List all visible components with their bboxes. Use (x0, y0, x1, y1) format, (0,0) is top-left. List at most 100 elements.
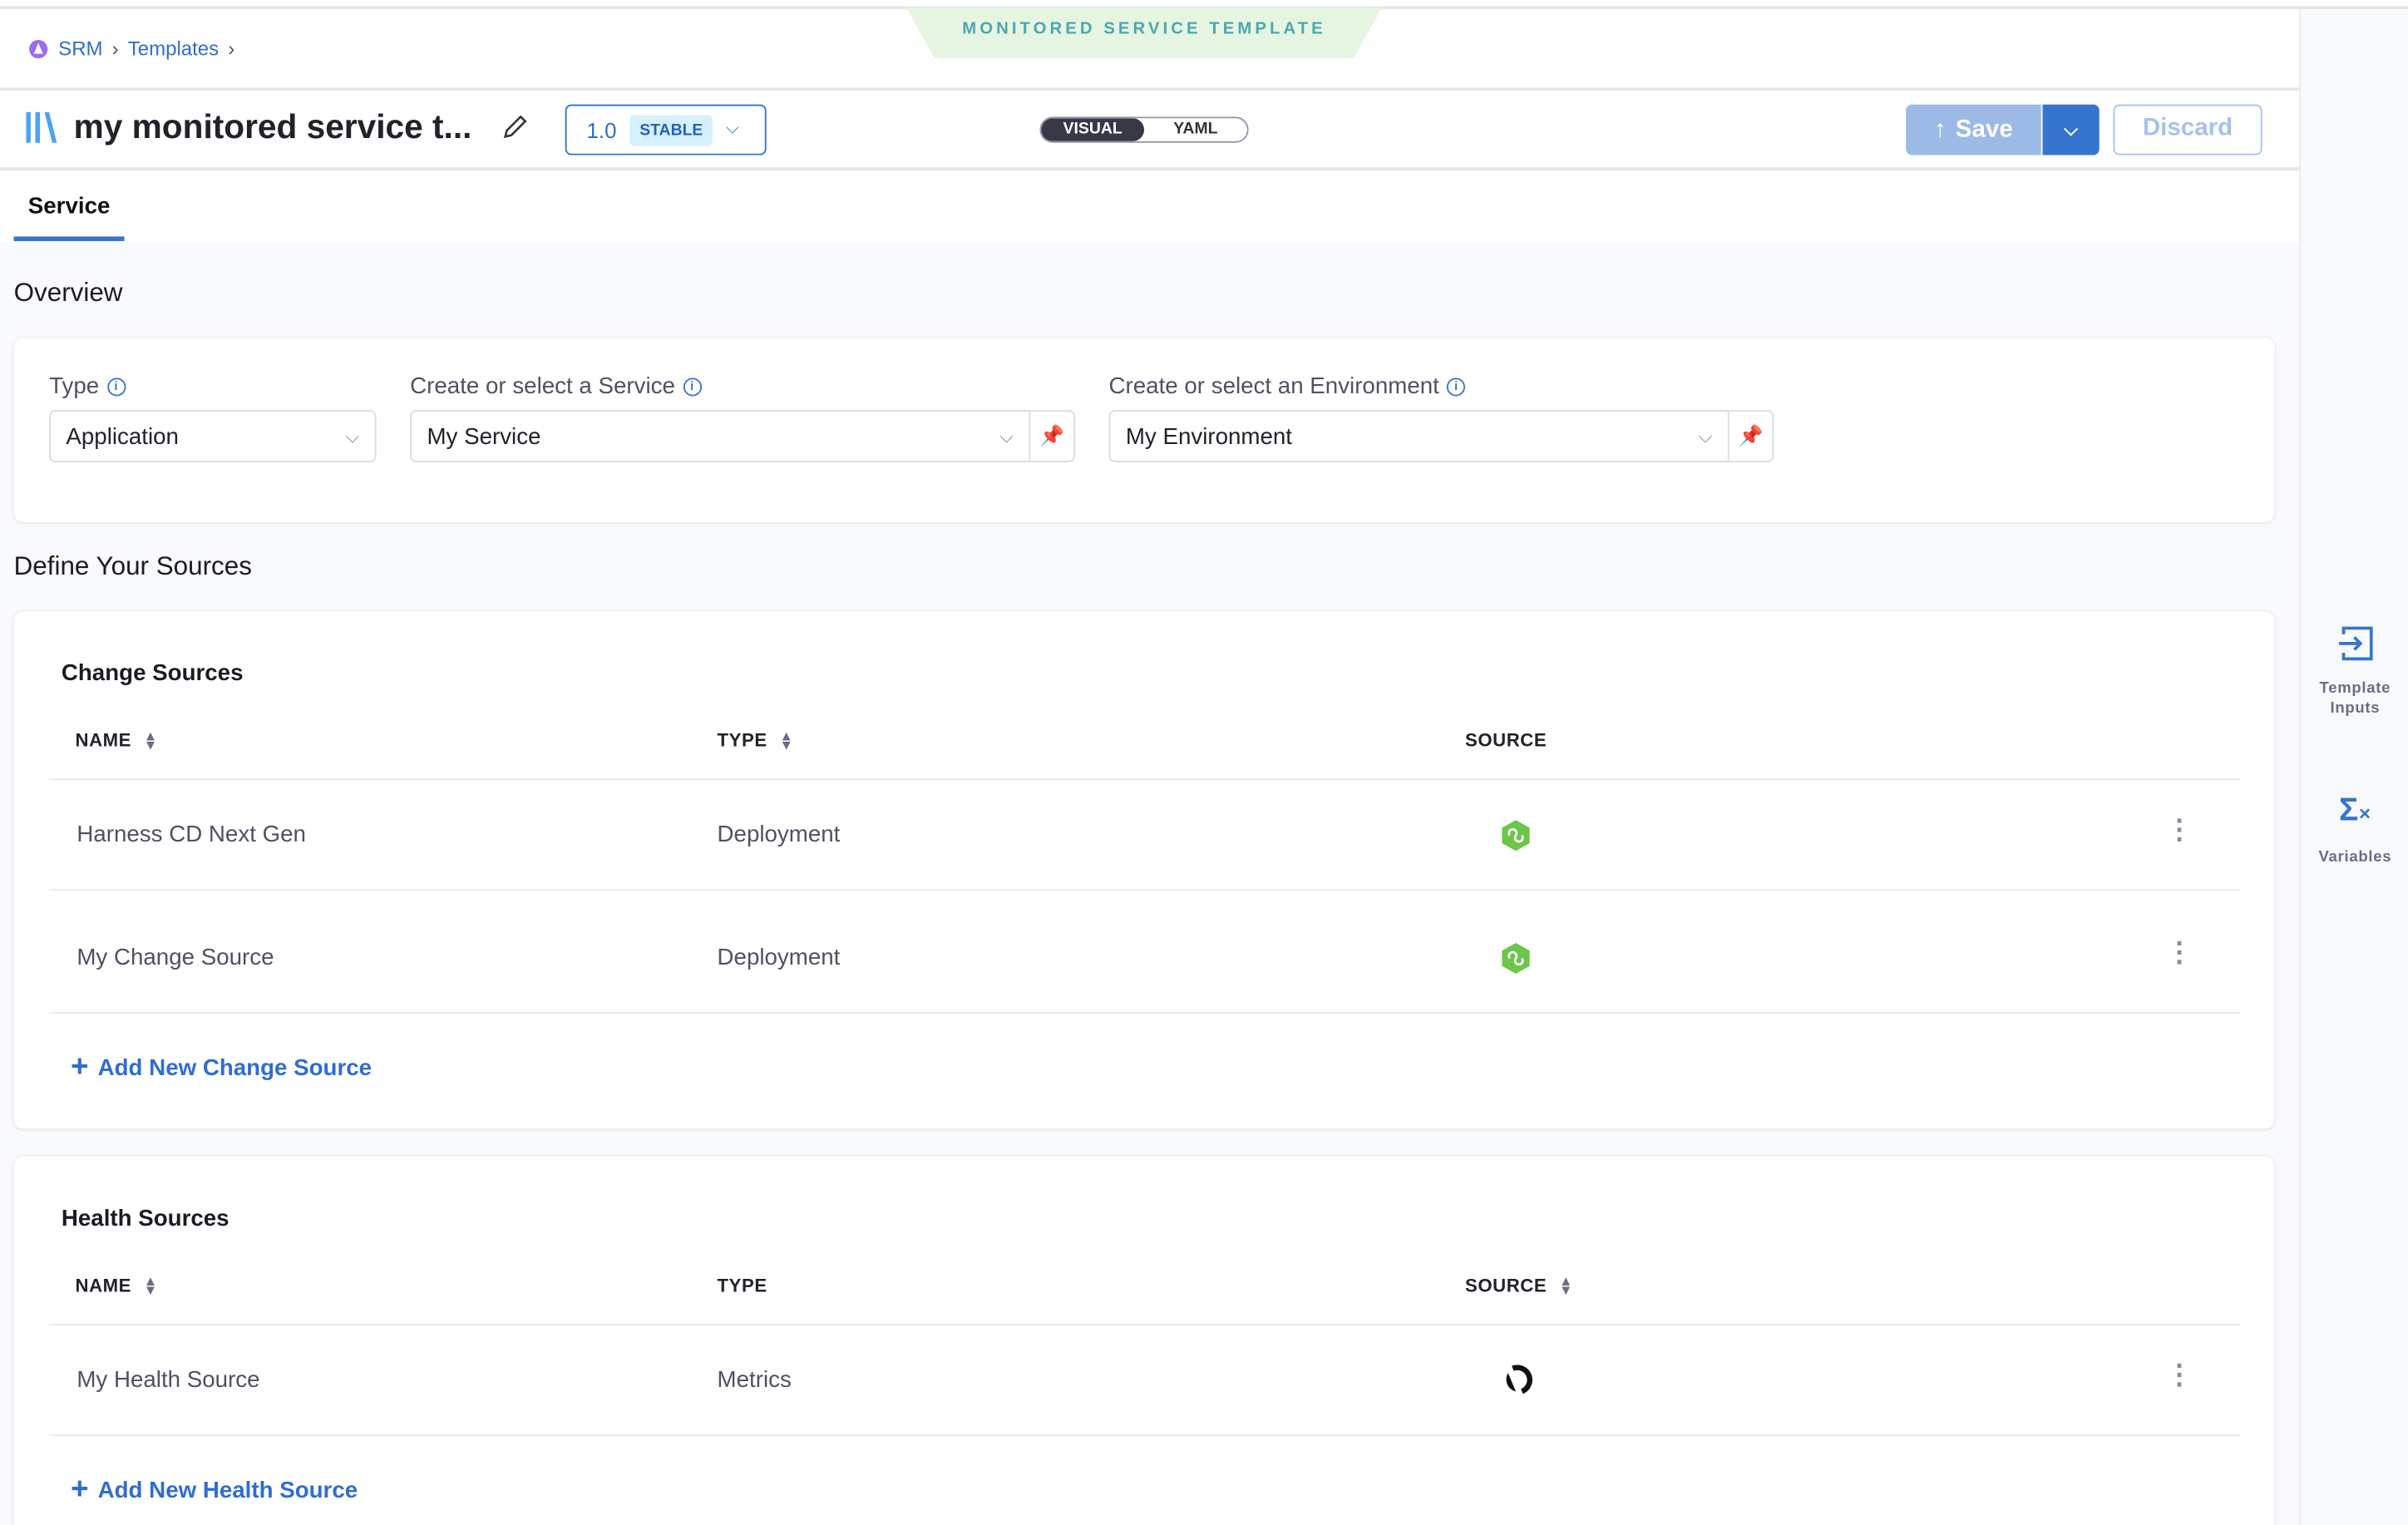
divider (49, 778, 2241, 781)
type-value: Application (66, 422, 179, 450)
pin-icon[interactable]: 📌 (1729, 410, 1774, 462)
template-library-icon (26, 111, 57, 143)
upload-icon: ↑ (1933, 116, 1947, 142)
more-options-icon[interactable]: ⋮ (2165, 1359, 2193, 1390)
row-name: My Health Source (76, 1366, 260, 1394)
srm-logo-icon (29, 39, 48, 58)
environment-label-text: Create or select an Environment (1108, 373, 1439, 400)
save-options-button[interactable]: ⌵ (2042, 104, 2100, 155)
sidebar-item-label: Template Inputs (2319, 680, 2391, 718)
version-select[interactable]: 1.0 STABLE ⌵ (565, 104, 767, 155)
table-row[interactable]: My Change Source Deployment ⋮ (49, 891, 2241, 1014)
column-header-name[interactable]: NAME ▲ ▼ (75, 1273, 158, 1298)
chevron-down-icon: ⌵ (2064, 118, 2079, 141)
type-label: Type i (49, 373, 126, 400)
harness-cd-icon (1502, 943, 1530, 974)
column-header-type: TYPE (718, 1275, 767, 1296)
divider (0, 167, 2299, 171)
service-label-text: Create or select a Service (410, 373, 675, 400)
info-icon[interactable]: i (106, 377, 126, 396)
toggle-visual[interactable]: VISUAL (1041, 118, 1145, 141)
tab-service[interactable]: Service (27, 193, 111, 220)
chevron-right-icon: › (228, 37, 235, 61)
sort-icon[interactable]: ▲ ▼ (143, 1273, 158, 1298)
divider (0, 6, 2408, 10)
column-header-name[interactable]: NAME ▲ ▼ (75, 728, 158, 753)
right-sidebar: Template Inputs Σ× Variables (2298, 9, 2408, 1525)
add-health-source-button[interactable]: + Add New Health Source (71, 1473, 358, 1508)
chevron-down-icon: ⌵ (726, 120, 739, 139)
type-select[interactable]: Application ⌵ (49, 410, 377, 462)
service-select[interactable]: My Service ⌵ (410, 410, 1031, 462)
column-source-label: SOURCE (1465, 1275, 1547, 1296)
template-title: my monitored service t... (25, 107, 530, 147)
template-inputs-icon (2338, 626, 2372, 661)
plus-icon: + (70, 1473, 89, 1507)
row-type: Deployment (717, 822, 841, 848)
appdynamics-icon (1506, 1365, 1532, 1394)
column-type-label: TYPE (717, 1275, 767, 1296)
harness-cd-icon (1502, 820, 1530, 851)
info-icon[interactable]: i (683, 377, 702, 396)
health-sources-title: Health Sources (61, 1205, 229, 1232)
plus-icon: + (70, 1050, 89, 1084)
table-row[interactable]: Harness CD Next Gen Deployment ⋮ (49, 780, 2241, 891)
change-sources-card: Change Sources NAME ▲ ▼ TYPE ▲ ▼ SOURCE Harn… (13, 611, 2275, 1129)
chevron-down-icon: ⌵ (1698, 424, 1713, 447)
discard-button[interactable]: Discard (2113, 104, 2262, 155)
chevron-right-icon: › (111, 37, 119, 61)
column-type-label: TYPE (717, 729, 767, 752)
edit-pencil-icon[interactable] (500, 112, 530, 143)
sort-icon[interactable]: ▲ ▼ (1558, 1273, 1573, 1298)
sidebar-item-template-inputs[interactable]: Template Inputs (2301, 624, 2408, 719)
row-type: Metrics (717, 1366, 792, 1394)
change-sources-title: Change Sources (61, 660, 244, 687)
environment-select[interactable]: My Environment ⌵ (1108, 410, 1730, 462)
environment-value: My Environment (1125, 422, 1293, 450)
add-change-source-button[interactable]: + Add New Change Source (71, 1050, 372, 1085)
health-sources-card: Health Sources NAME ▲ ▼ TYPE SOURCE ▲ ▼ My H… (13, 1156, 2275, 1525)
divider (49, 1324, 2241, 1325)
chevron-down-icon: ⌵ (999, 424, 1014, 447)
chevron-down-icon: ⌵ (345, 424, 360, 447)
column-name-label: NAME (75, 729, 132, 752)
column-source-label: SOURCE (1465, 729, 1547, 752)
sources-heading: Define Your Sources (13, 551, 252, 581)
column-header-type[interactable]: TYPE ▲ ▼ (717, 728, 794, 753)
version-label: 1.0 (586, 117, 617, 142)
save-label: Save (1955, 116, 2013, 142)
type-label-text: Type (49, 373, 100, 400)
row-type: Deployment (717, 944, 841, 971)
row-name: Harness CD Next Gen (76, 822, 306, 848)
visual-yaml-toggle[interactable]: VISUAL YAML (1039, 116, 1249, 143)
breadcrumb-srm[interactable]: SRM (58, 37, 103, 61)
divider (0, 87, 2299, 91)
save-button-group: ↑ Save ⌵ (1906, 104, 2100, 155)
pin-icon[interactable]: 📌 (1030, 410, 1075, 462)
service-label: Create or select a Service i (410, 373, 702, 400)
info-icon[interactable]: i (1447, 377, 1466, 396)
column-name-label: NAME (75, 1275, 132, 1296)
sort-icon[interactable]: ▲ ▼ (143, 728, 158, 753)
column-header-source: SOURCE (1465, 729, 1547, 751)
table-row[interactable]: My Health Source Metrics ⋮ (49, 1325, 2241, 1436)
template-name: my monitored service t... (73, 107, 472, 146)
toggle-yaml[interactable]: YAML (1173, 120, 1218, 139)
column-header-source[interactable]: SOURCE ▲ ▼ (1465, 1273, 1573, 1298)
more-options-icon[interactable]: ⋮ (2165, 813, 2193, 845)
stable-badge: STABLE (630, 114, 713, 146)
sort-icon[interactable]: ▲ ▼ (779, 728, 794, 753)
add-health-source-label: Add New Health Source (97, 1477, 358, 1504)
sidebar-item-label: Variables (2318, 849, 2392, 866)
variables-icon: Σ× (2338, 792, 2371, 828)
row-name: My Change Source (76, 944, 274, 971)
tab-active-indicator (13, 236, 125, 241)
service-value: My Service (427, 422, 541, 450)
breadcrumb-templates[interactable]: Templates (127, 37, 220, 61)
save-button[interactable]: ↑ Save (1906, 104, 2043, 155)
more-options-icon[interactable]: ⋮ (2165, 936, 2193, 968)
add-change-source-label: Add New Change Source (97, 1054, 373, 1082)
sidebar-item-variables[interactable]: Σ× Variables (2301, 792, 2408, 868)
overview-heading: Overview (13, 278, 123, 308)
